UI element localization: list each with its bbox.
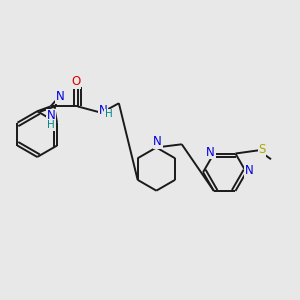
Text: H: H: [104, 109, 112, 119]
Text: N: N: [99, 104, 108, 117]
Text: S: S: [259, 143, 266, 156]
Text: N: N: [47, 109, 56, 122]
Text: O: O: [71, 75, 81, 88]
Text: N: N: [245, 164, 254, 178]
Text: N: N: [56, 90, 64, 104]
Text: N: N: [206, 146, 215, 159]
Text: H: H: [47, 120, 55, 130]
Text: N: N: [153, 135, 162, 148]
